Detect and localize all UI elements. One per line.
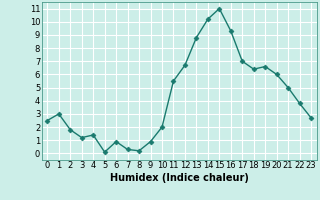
- X-axis label: Humidex (Indice chaleur): Humidex (Indice chaleur): [110, 173, 249, 183]
